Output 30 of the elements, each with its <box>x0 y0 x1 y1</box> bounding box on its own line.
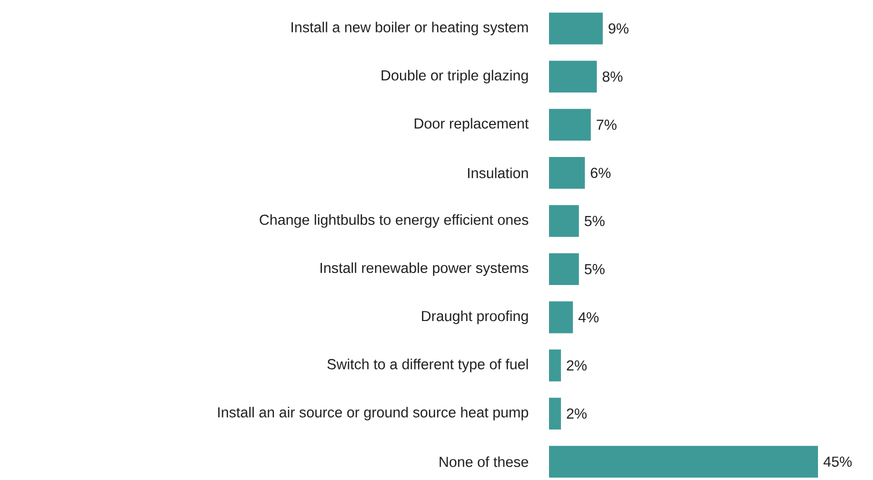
data-label: 7% <box>596 120 616 130</box>
bar <box>549 301 573 334</box>
y-tick-label: Install an air source or ground source heat pump <box>218 406 528 420</box>
y-tick-label: Install renewable power systems <box>320 262 528 276</box>
bar <box>549 350 561 382</box>
data-label: 2% <box>566 408 587 419</box>
y-tick-label: Draught proofing <box>422 310 528 324</box>
y-tick-label: Install a new boiler or heating system <box>292 22 528 36</box>
data-label: 9% <box>608 23 628 34</box>
y-tick-label: Insulation <box>468 168 528 178</box>
y-tick-label: Double or triple glazing <box>382 70 528 84</box>
data-label: 5% <box>584 264 605 274</box>
y-tick-label: Switch to a different type of fuel <box>327 358 528 372</box>
data-label: 8% <box>602 71 622 82</box>
bar <box>549 253 579 286</box>
bar <box>549 398 561 430</box>
data-label: 6% <box>590 168 611 178</box>
bar <box>549 60 597 92</box>
bar <box>549 108 591 141</box>
y-tick-label: Change lightbulbs to energy efficient ones <box>260 214 528 228</box>
data-label: 5% <box>584 216 605 226</box>
bar <box>549 12 603 44</box>
bar <box>549 205 579 237</box>
bar <box>549 157 585 189</box>
y-tick-label: Door replacement <box>414 118 529 132</box>
data-label: 45% <box>824 456 852 467</box>
data-label: 4% <box>578 312 599 322</box>
y-tick-label: None of these <box>440 456 528 468</box>
bar <box>549 446 818 478</box>
data-label: 2% <box>566 360 587 371</box>
